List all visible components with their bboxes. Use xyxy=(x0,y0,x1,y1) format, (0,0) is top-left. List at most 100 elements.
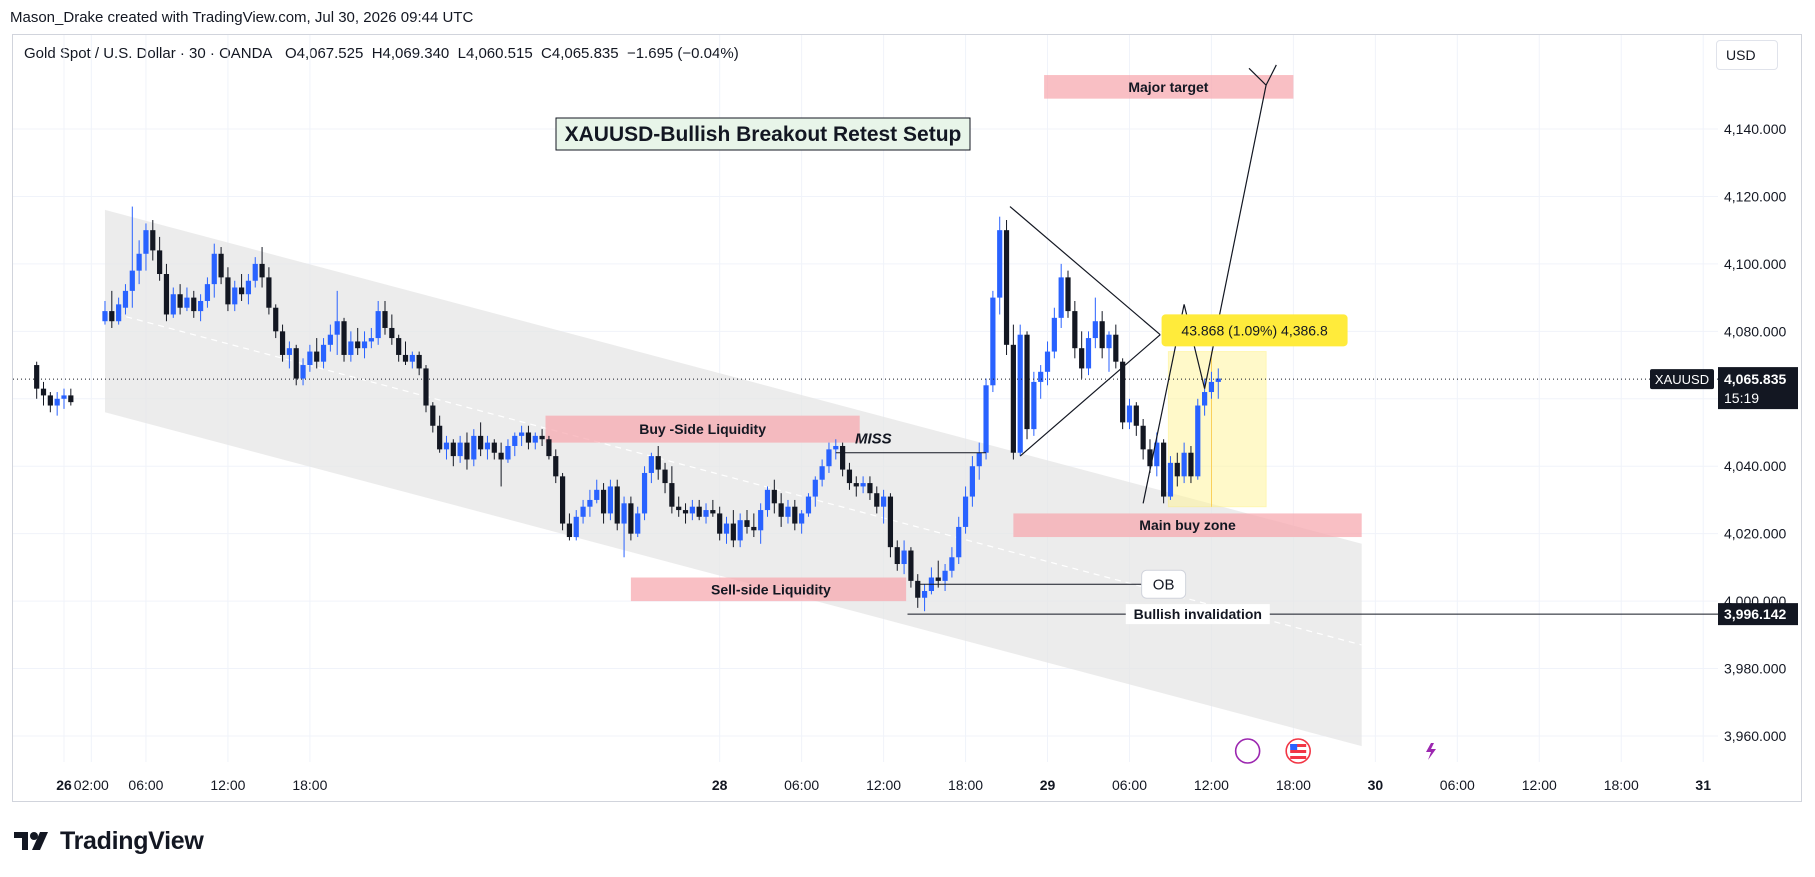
candle-body[interactable] xyxy=(116,304,122,322)
candle-body[interactable] xyxy=(1010,344,1016,453)
candle-body[interactable] xyxy=(1174,462,1180,477)
candle-body[interactable] xyxy=(1215,378,1221,382)
candle-body[interactable] xyxy=(840,445,846,470)
candle-body[interactable] xyxy=(655,456,661,470)
candle-body[interactable] xyxy=(327,334,333,345)
candle-body[interactable] xyxy=(662,469,668,484)
tradingview-logo[interactable]: TradingView xyxy=(14,826,204,856)
candle-body[interactable] xyxy=(1195,405,1201,477)
candle-body[interactable] xyxy=(1202,392,1208,406)
candle-body[interactable] xyxy=(430,405,436,426)
candle-body[interactable] xyxy=(812,479,818,497)
candle-body[interactable] xyxy=(969,466,975,497)
major-target-zone[interactable] xyxy=(1044,75,1294,99)
candle-body[interactable] xyxy=(437,425,443,450)
candle-body[interactable] xyxy=(894,547,900,565)
candle-body[interactable] xyxy=(573,516,579,538)
candle-body[interactable] xyxy=(191,297,197,312)
candle-body[interactable] xyxy=(512,435,518,446)
candle-body[interactable] xyxy=(703,510,709,517)
candle-body[interactable] xyxy=(163,274,170,315)
candle-body[interactable] xyxy=(505,445,511,460)
candle-body[interactable] xyxy=(696,506,702,517)
candle-body[interactable] xyxy=(286,348,292,355)
candle-body[interactable] xyxy=(846,469,853,484)
candle-body[interactable] xyxy=(962,496,969,527)
candle-body[interactable] xyxy=(129,270,135,291)
candle-body[interactable] xyxy=(792,506,798,524)
candle-body[interactable] xyxy=(293,348,299,379)
symbol-description[interactable]: Gold Spot / U.S. Dollar · 30 · OANDA xyxy=(24,45,273,62)
buy-side-liquidity-zone[interactable] xyxy=(545,415,860,443)
candle-body[interactable] xyxy=(723,523,730,534)
candle-body[interactable] xyxy=(990,297,996,386)
candle-body[interactable] xyxy=(334,321,340,335)
candle-body[interactable] xyxy=(867,483,873,494)
candle-body[interactable] xyxy=(259,263,265,278)
sell-side-liquidity-zone[interactable] xyxy=(630,577,907,602)
candle-body[interactable] xyxy=(416,354,422,369)
candle-body[interactable] xyxy=(1003,230,1010,345)
candle-body[interactable] xyxy=(737,520,743,541)
candle-body[interactable] xyxy=(1058,277,1064,318)
candle-body[interactable] xyxy=(819,466,825,480)
candle-body[interactable] xyxy=(122,290,129,308)
candle-body[interactable] xyxy=(143,230,149,254)
candle-body[interactable] xyxy=(532,435,538,443)
candle-body[interactable] xyxy=(669,483,675,507)
candle-body[interactable] xyxy=(1106,334,1112,349)
candle-body[interactable] xyxy=(491,442,497,453)
candle-body[interactable] xyxy=(34,365,40,389)
candle-body[interactable] xyxy=(1065,277,1071,312)
candle-body[interactable] xyxy=(1024,334,1030,430)
candle-body[interactable] xyxy=(61,395,67,399)
candle-body[interactable] xyxy=(245,280,252,295)
candle-body[interactable] xyxy=(1044,351,1051,372)
candle-body[interactable] xyxy=(1099,321,1105,349)
candle-body[interactable] xyxy=(853,483,859,487)
candle-body[interactable] xyxy=(204,284,211,301)
candle-body[interactable] xyxy=(361,341,368,349)
candle-body[interactable] xyxy=(498,452,504,460)
candle-body[interactable] xyxy=(389,327,395,339)
candle-body[interactable] xyxy=(689,506,695,514)
candle-body[interactable] xyxy=(443,442,450,450)
candle-body[interactable] xyxy=(54,398,60,406)
candle-body[interactable] xyxy=(1038,371,1044,382)
candle-body[interactable] xyxy=(457,442,463,457)
candle-body[interactable] xyxy=(273,307,279,332)
candle-body[interactable] xyxy=(266,277,272,308)
currency-button[interactable]: USD xyxy=(1716,40,1778,70)
candle-body[interactable] xyxy=(300,365,306,379)
candle-body[interactable] xyxy=(136,253,142,271)
candle-body[interactable] xyxy=(1120,361,1126,423)
candle-body[interactable] xyxy=(471,435,477,460)
candle-body[interactable] xyxy=(539,435,545,440)
candle-body[interactable] xyxy=(525,432,532,443)
candle-body[interactable] xyxy=(587,499,593,507)
candle-body[interactable] xyxy=(785,506,791,517)
candle-body[interactable] xyxy=(1079,348,1085,369)
candle-body[interactable] xyxy=(1113,334,1119,362)
candle-body[interactable] xyxy=(218,253,224,278)
candle-body[interactable] xyxy=(881,496,887,507)
candle-body[interactable] xyxy=(751,526,757,531)
candle-body[interactable] xyxy=(730,523,736,541)
candle-body[interactable] xyxy=(355,341,361,349)
candle-body[interactable] xyxy=(170,294,176,315)
candle-body[interactable] xyxy=(983,385,989,453)
candle-body[interactable] xyxy=(648,456,654,473)
candle-body[interactable] xyxy=(874,493,880,507)
candle-body[interactable] xyxy=(382,311,388,328)
candle-body[interactable] xyxy=(109,311,115,322)
candle-body[interactable] xyxy=(1085,338,1092,369)
candle-body[interactable] xyxy=(198,300,204,312)
candle-body[interactable] xyxy=(778,503,784,517)
candle-body[interactable] xyxy=(676,506,682,511)
candle-body[interactable] xyxy=(826,449,832,467)
candle-body[interactable] xyxy=(1167,462,1174,497)
candle-body[interactable] xyxy=(559,476,566,524)
candle-body[interactable] xyxy=(484,442,491,450)
candle-body[interactable] xyxy=(68,395,74,403)
candle-body[interactable] xyxy=(1154,442,1160,467)
